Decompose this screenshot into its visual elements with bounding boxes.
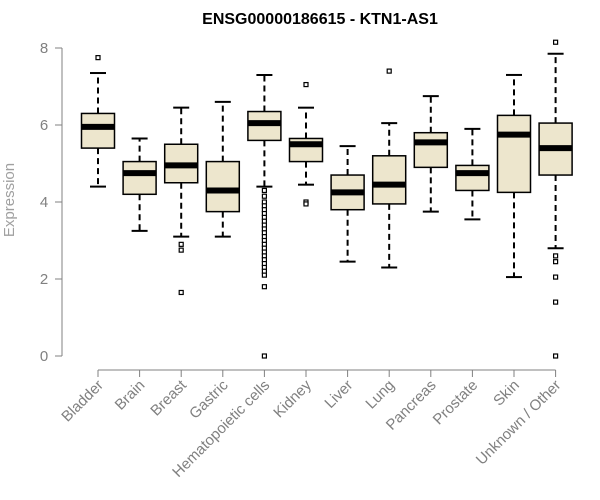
outlier-point (178, 289, 184, 296)
y-tick-label: 4 (40, 194, 48, 211)
box-iqr (413, 131, 449, 169)
x-tick-label: Skin (490, 377, 523, 410)
box-group (247, 73, 282, 359)
outlier-point (261, 193, 267, 199)
boxes (80, 39, 573, 359)
outlier-point (552, 274, 559, 280)
box-iqr (205, 160, 241, 213)
box-group (330, 145, 365, 263)
box-group (163, 106, 199, 296)
x-tick-label: Prostate (430, 377, 482, 429)
outlier-point (178, 241, 184, 247)
outlier-point (261, 353, 267, 359)
outlier-point (552, 353, 559, 359)
outlier-point (303, 81, 309, 88)
box-group (288, 81, 324, 207)
y-tick-label: 8 (40, 40, 48, 57)
y-tick-label: 6 (40, 117, 48, 134)
box-group (496, 73, 532, 279)
box-iqr (496, 114, 532, 194)
box-iqr (80, 112, 116, 149)
x-tick-label: Lung (362, 377, 398, 413)
outlier-point (386, 68, 392, 74)
outlier-point (261, 187, 267, 194)
x-tick-label: Brain (112, 377, 149, 414)
y-axis-label: Expression (1, 163, 18, 237)
outlier-point (95, 55, 101, 61)
y-axis: 0 2 4 6 8 (40, 40, 63, 365)
box-iqr (122, 160, 157, 196)
box-group (80, 55, 116, 188)
x-tick-label: Bladder (58, 377, 107, 426)
outlier-point (552, 299, 559, 305)
outlier-point (552, 253, 559, 259)
x-tick-label: Kidney (270, 376, 315, 421)
box-group (538, 39, 573, 359)
box-iqr (371, 155, 407, 205)
outlier-point (303, 201, 309, 207)
chart-title: ENSG00000186615 - KTN1-AS1 (202, 11, 438, 28)
outlier-point (552, 259, 559, 265)
outlier-point (178, 247, 184, 253)
box-group (371, 68, 407, 269)
box-group (205, 100, 241, 238)
box-group (455, 127, 490, 221)
x-tick-label: Breast (147, 376, 190, 419)
outlier-point (261, 284, 267, 290)
box-iqr (455, 164, 490, 192)
outlier-point (261, 272, 267, 278)
box-group (413, 95, 449, 213)
y-tick-label: 0 (40, 348, 48, 365)
y-tick-label: 2 (40, 271, 48, 288)
box-group (122, 137, 157, 232)
x-tick-label: Liver (321, 377, 356, 412)
outlier-point (552, 39, 559, 45)
